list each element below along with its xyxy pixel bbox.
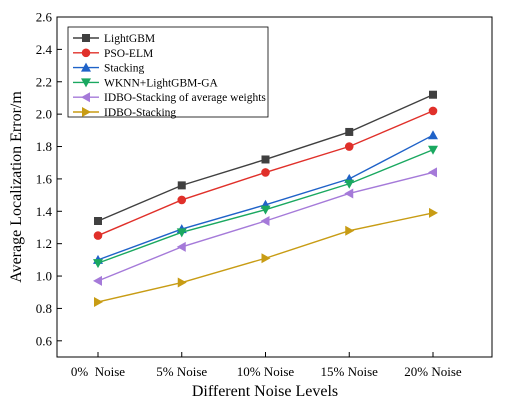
data-point bbox=[345, 225, 355, 236]
legend-entry: LightGBM bbox=[73, 33, 155, 45]
x-tick-label: 0% Noise bbox=[71, 364, 125, 379]
legend-marker bbox=[81, 48, 91, 58]
data-point bbox=[261, 253, 271, 264]
data-point bbox=[177, 277, 187, 288]
y-tick-label: 1.0 bbox=[36, 269, 52, 284]
y-tick-label: 0.6 bbox=[36, 333, 53, 348]
series-line bbox=[97, 171, 434, 282]
legend-label: WKNN+LightGBM-GA bbox=[104, 77, 219, 89]
series-layer bbox=[93, 90, 438, 307]
data-point bbox=[176, 228, 187, 238]
series-0 bbox=[94, 90, 437, 225]
series-2 bbox=[93, 130, 438, 264]
data-point bbox=[94, 296, 103, 307]
data-point bbox=[260, 205, 271, 215]
data-point bbox=[428, 145, 438, 155]
x-tick-label: 20% Noise bbox=[404, 364, 462, 379]
legend-entry: WKNN+LightGBM-GA bbox=[73, 77, 219, 89]
legend-marker bbox=[81, 78, 91, 88]
data-point bbox=[177, 181, 186, 190]
x-axis-title: Different Noise Levels bbox=[192, 383, 338, 400]
data-point bbox=[344, 179, 355, 189]
data-point bbox=[177, 195, 187, 205]
x-tick-label: 15% Noise bbox=[321, 364, 379, 379]
series-3 bbox=[93, 145, 438, 269]
data-point bbox=[93, 275, 102, 286]
legend-box bbox=[67, 26, 269, 118]
legend-entry: IDBO-Stacking of average weights bbox=[73, 92, 266, 104]
x-tick-label: 10% Noise bbox=[237, 364, 295, 379]
y-tick-label: 1.2 bbox=[36, 236, 52, 251]
data-point bbox=[93, 231, 103, 240]
series-5 bbox=[94, 207, 438, 307]
series-4 bbox=[93, 167, 437, 286]
legend-label: IDBO-Stacking of average weights bbox=[104, 92, 266, 104]
legend-label: Stacking bbox=[104, 63, 144, 75]
data-point bbox=[429, 90, 437, 99]
y-tick-label: 1.8 bbox=[36, 139, 52, 154]
y-tick-label: 1.6 bbox=[36, 171, 53, 186]
data-point bbox=[428, 130, 438, 140]
legend-label: PSO-ELM bbox=[104, 48, 153, 60]
series-1 bbox=[93, 106, 438, 240]
legend-marker bbox=[81, 92, 90, 103]
data-point bbox=[94, 217, 102, 225]
y-tick-label: 2.2 bbox=[36, 74, 52, 89]
data-point bbox=[176, 241, 186, 252]
data-point bbox=[344, 188, 354, 199]
data-point bbox=[93, 259, 103, 269]
legend-label: IDBO-Stacking bbox=[104, 107, 176, 119]
x-tick-label: 5% Noise bbox=[156, 364, 207, 379]
series-line bbox=[97, 134, 434, 261]
y-tick-label: 2.0 bbox=[36, 107, 52, 122]
data-point bbox=[428, 106, 438, 116]
data-point bbox=[344, 142, 354, 151]
data-point bbox=[345, 127, 354, 136]
legend-marker bbox=[81, 62, 91, 72]
y-tick-label: 2.6 bbox=[36, 10, 53, 25]
x-axis: 0% Noise 5% Noise 10% Noise 15% Noise 20% No… bbox=[71, 352, 462, 379]
legend-entry: Stacking bbox=[73, 62, 144, 75]
legend-label: LightGBM bbox=[104, 33, 155, 45]
data-point bbox=[261, 168, 270, 177]
legend: LightGBM PSO-ELM Stacking WKNN+LightGBM-GA I… bbox=[67, 26, 269, 119]
data-point bbox=[428, 167, 437, 178]
y-axis: 0.6 0.8 1.0 1.2 1.4 1.6 1.8 2.0 2.2 2.4 2.6 bbox=[36, 10, 62, 348]
data-point bbox=[261, 155, 270, 164]
plot-frame bbox=[56, 16, 493, 358]
y-tick-label: 2.4 bbox=[36, 42, 53, 57]
data-point bbox=[429, 207, 438, 218]
y-tick-label: 0.8 bbox=[36, 301, 52, 316]
legend-marker bbox=[82, 34, 90, 42]
legend-marker bbox=[82, 107, 91, 117]
data-point bbox=[260, 216, 270, 226]
y-axis-title: Average Localization Error/m bbox=[8, 91, 25, 283]
legend-entry: IDBO-Stacking bbox=[73, 107, 176, 119]
y-tick-label: 1.4 bbox=[36, 204, 53, 219]
legend-entry: PSO-ELM bbox=[73, 48, 153, 60]
